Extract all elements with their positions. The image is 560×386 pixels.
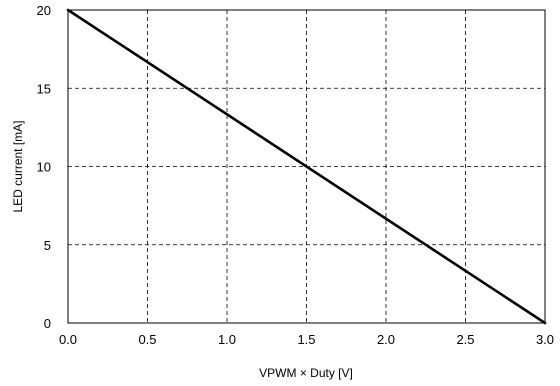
plot-frame [67,9,546,324]
series-line [66,8,547,325]
x-tick-label: 1.0 [218,332,236,347]
y-tick-label: 20 [37,3,51,18]
y-tick-label: 0 [44,316,51,331]
x-tick-label: 3.0 [536,332,554,347]
x-axis-label: VPWM × Duty [V] [259,366,353,380]
x-tick-labels: 0.0 0.5 1.0 1.5 2.0 2.5 3.0 [59,332,554,347]
y-tick-label: 10 [37,160,51,175]
y-tick-label: 15 [37,81,51,96]
x-tick-label: 2.0 [377,332,395,347]
y-axis-label: LED current [mA] [11,120,25,212]
x-tick-label: 2.5 [456,332,474,347]
series-layer [66,8,547,325]
x-tick-label: 0.0 [59,332,77,347]
x-tick-label: 1.5 [297,332,315,347]
x-tick-label: 0.5 [138,332,156,347]
y-tick-label: 5 [44,238,51,253]
y-tick-labels: 0 5 10 15 20 [37,3,51,331]
